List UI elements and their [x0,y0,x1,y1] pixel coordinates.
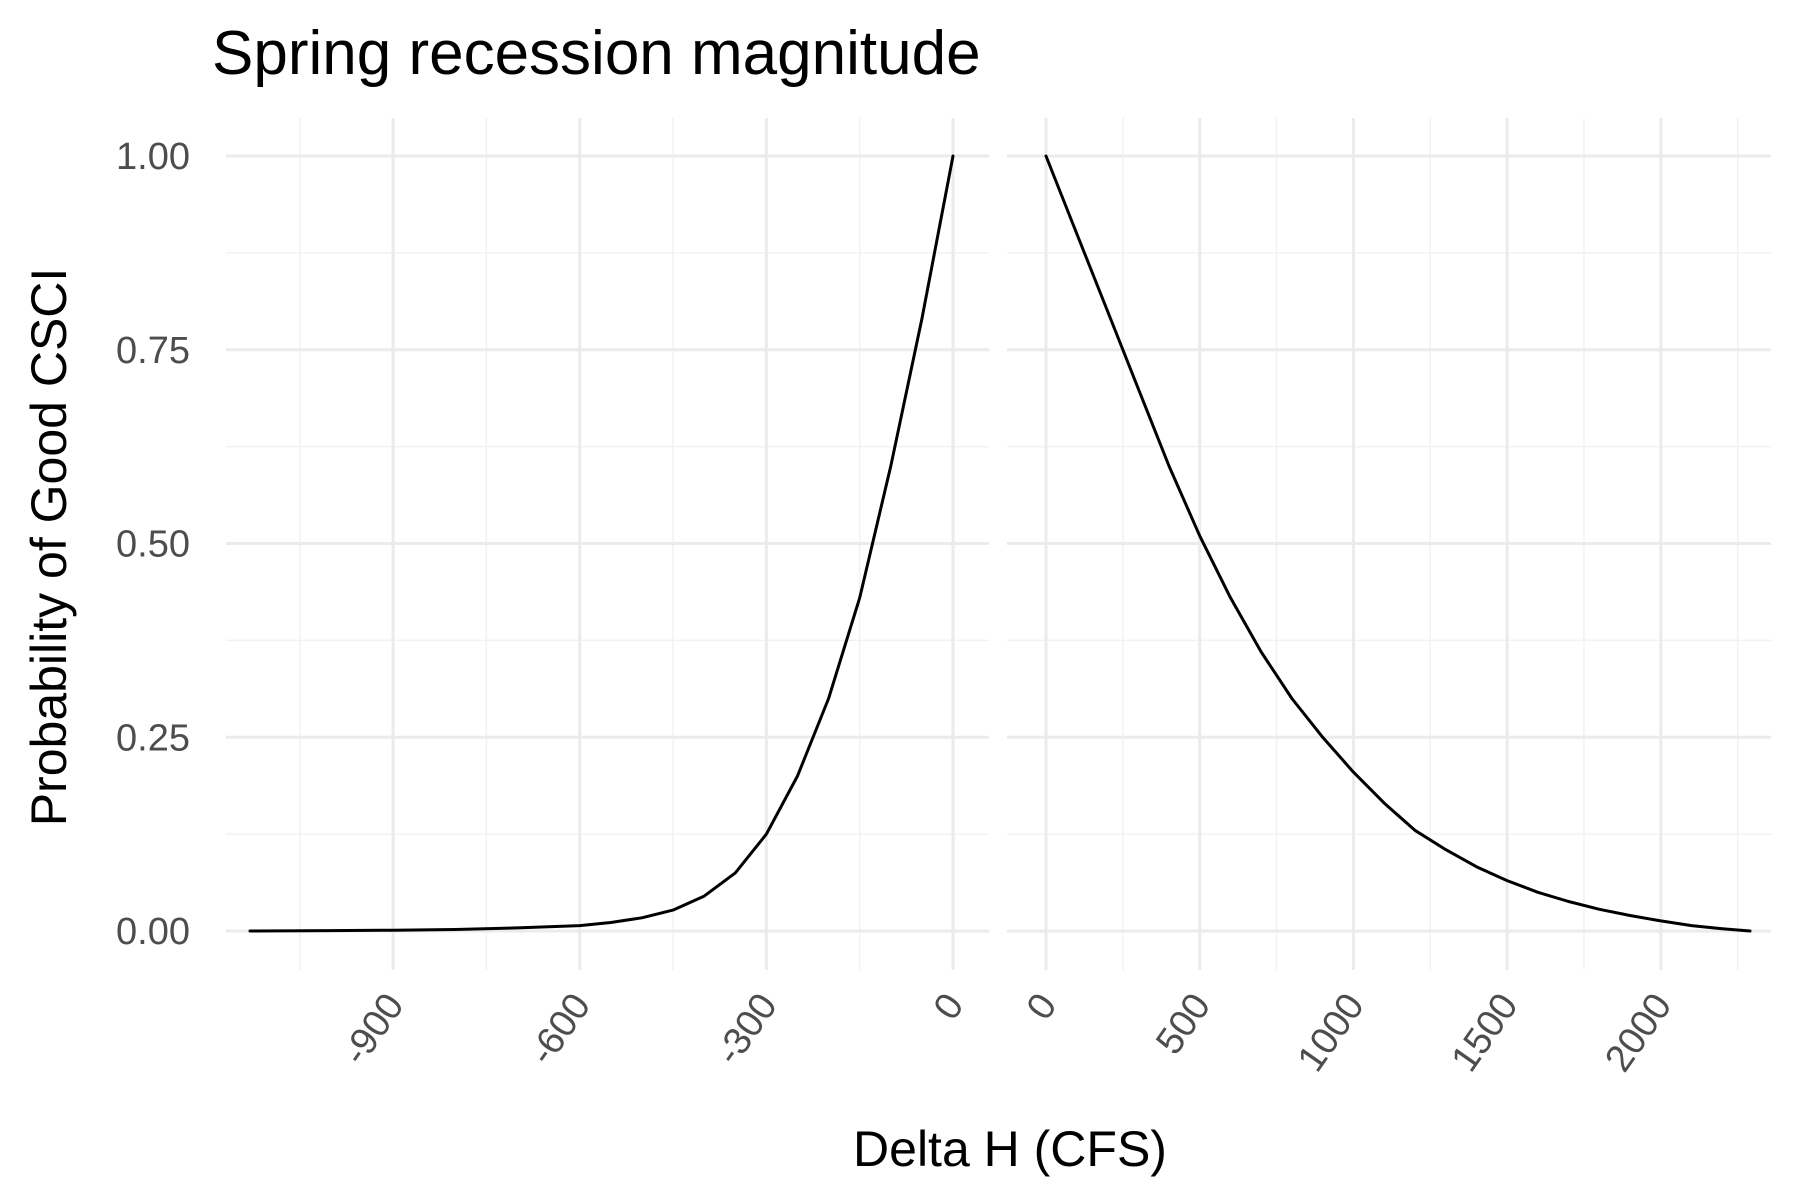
y-tick-label: 0.25 [116,717,190,759]
x-axis-title: Delta H (CFS) [853,1121,1167,1177]
x-tick-label: -300 [708,986,786,1072]
y-axis: 0.00 0.25 0.50 0.75 1.00 [116,136,190,953]
y-axis-title: Probability of Good CSCI [21,268,77,827]
chart-panels: -900 -600 -300 0 0 500 1000 1500 2000 [226,118,1771,1079]
series-line-positive [1044,154,1752,933]
x-tick-label: -600 [521,986,599,1072]
x-tick-label: 2000 [1597,986,1680,1079]
y-tick-label: 1.00 [116,136,190,178]
x-tick-label: 0 [1019,986,1066,1027]
x-tick-label: 1500 [1444,986,1527,1079]
panel-negative: -900 -600 -300 0 [226,118,989,1072]
chart-title: Spring recession magnitude [212,19,981,88]
series-line-negative [248,154,955,933]
y-tick-label: 0.75 [116,330,190,372]
y-tick-label: 0.50 [116,524,190,566]
y-tick-label: 0.00 [116,911,190,953]
x-tick-label: 1000 [1290,986,1373,1079]
x-tick-label: 500 [1148,986,1219,1062]
panel-positive: 0 500 1000 1500 2000 [1007,118,1771,1079]
x-tick-label: 0 [926,986,973,1027]
x-tick-label: -900 [334,986,412,1072]
